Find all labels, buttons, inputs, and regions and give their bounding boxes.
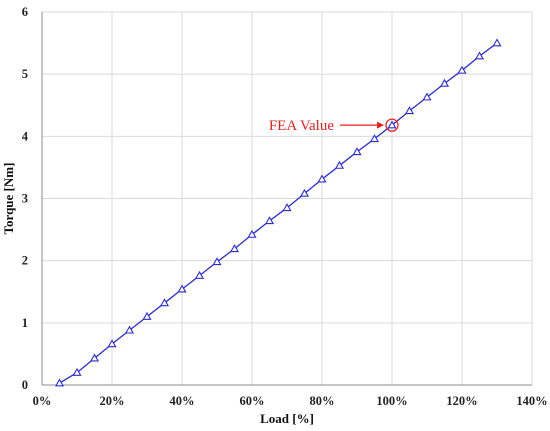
data-point: [474, 51, 485, 60]
data-point: [352, 147, 362, 156]
data-point: [229, 244, 240, 253]
grid-lines: [41, 11, 533, 386]
data-point: [317, 174, 327, 183]
data-point: [422, 92, 432, 101]
annotation-group: FEA Value: [269, 118, 399, 134]
y-tick-label: 4: [22, 129, 29, 143]
x-tick-label: 120%: [446, 394, 477, 408]
y-tick-labels: 0 1 2 3 4 5 6: [22, 5, 29, 392]
data-point: [457, 65, 467, 74]
x-tick-label: 40%: [170, 394, 195, 408]
data-point: [54, 378, 65, 387]
y-tick-label: 5: [22, 67, 28, 81]
x-tick-label: 80%: [310, 394, 335, 408]
annotation-arrowhead: [377, 121, 384, 129]
data-point: [107, 339, 117, 348]
series-line: [59, 42, 498, 384]
data-point: [387, 120, 397, 129]
data-point: [369, 134, 380, 143]
x-axis-label: Load [%]: [260, 411, 314, 426]
data-point: [124, 325, 135, 334]
fea-value-label: FEA Value: [269, 118, 334, 134]
y-tick-label: 6: [22, 5, 28, 19]
data-point: [142, 311, 152, 320]
x-tick-label: 100%: [376, 394, 407, 408]
data-point: [282, 203, 292, 212]
x-tick-label: 0%: [33, 394, 52, 408]
data-point: [89, 353, 100, 362]
data-point: [439, 78, 450, 87]
y-tick-label: 3: [22, 192, 28, 206]
axes: [41, 12, 532, 386]
data-point: [299, 188, 310, 197]
data-point: [177, 284, 187, 293]
y-tick-label: 0: [22, 378, 28, 392]
annotation-circle: [385, 118, 399, 132]
data-point: [212, 257, 222, 266]
y-axis-label: Torque [Nm]: [1, 163, 16, 235]
x-tick-label: 20%: [100, 394, 125, 408]
data-point: [72, 367, 82, 376]
data-point: [247, 229, 257, 238]
x-tick-labels: 0% 20% 40% 60% 80% 100% 120% 140%: [33, 394, 548, 408]
x-tick-label: 140%: [516, 394, 547, 408]
data-point: [492, 38, 502, 47]
y-tick-label: 1: [22, 316, 28, 330]
data-point: [194, 270, 205, 279]
data-point: [264, 216, 275, 225]
x-tick-label: 60%: [240, 394, 265, 408]
data-point: [334, 160, 345, 169]
data-point: [404, 106, 415, 115]
series-group: [54, 38, 502, 387]
data-point: [159, 298, 170, 307]
y-tick-label: 2: [22, 254, 28, 268]
